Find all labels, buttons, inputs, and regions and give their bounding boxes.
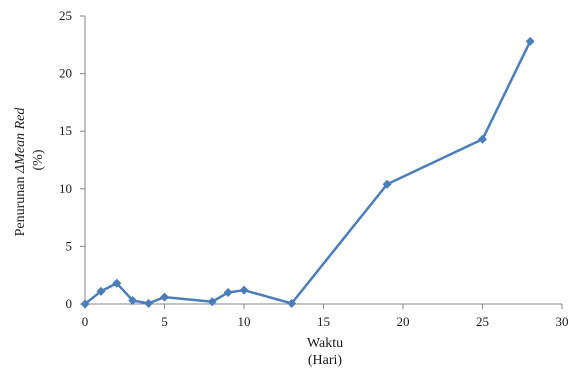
data-point-marker [112,278,122,288]
x-axis-title-line2: (Hari) [308,353,343,368]
data-point-marker [160,292,169,302]
data-point-marker [223,287,233,297]
series-layer [80,36,535,309]
y-tick-label: 15 [59,123,72,138]
y-tick-label: 0 [66,296,73,311]
x-tick-label: 10 [238,314,251,329]
x-tick-label: 0 [82,314,89,329]
y-tick-label: 5 [66,238,73,253]
y-tick-label: 20 [59,66,72,81]
x-axis: 0 5 10 15 20 25 30 [82,303,569,329]
x-tick-label: 20 [397,314,410,329]
data-point-marker [287,298,297,308]
data-point-marker [80,299,90,309]
data-point-marker [207,297,217,307]
x-tick-label: 30 [556,314,569,329]
y-axis: 0 5 10 15 20 25 [59,8,86,311]
data-point-marker [144,298,154,308]
y-tick-label: 25 [59,8,72,23]
x-axis-title-line1: Waktu [307,336,343,351]
y-axis-title-line2: (%) [31,149,46,170]
data-point-marker [128,296,138,306]
x-tick-label: 5 [161,314,168,329]
data-point-marker [239,285,249,295]
y-axis-title-prefix: Penurunan [13,173,28,236]
data-point-marker [478,134,487,144]
data-point-marker [96,286,106,296]
y-axis-title-line1: Penurunan ΔMean Red [13,107,28,237]
data-point-marker [382,179,392,189]
data-point-marker [525,36,535,46]
y-axis-title-italic: ΔMean Red [13,107,28,174]
x-tick-label: 25 [476,314,489,329]
x-tick-label: 15 [317,314,330,329]
series-line [84,40,532,305]
y-tick-label: 10 [59,181,72,196]
